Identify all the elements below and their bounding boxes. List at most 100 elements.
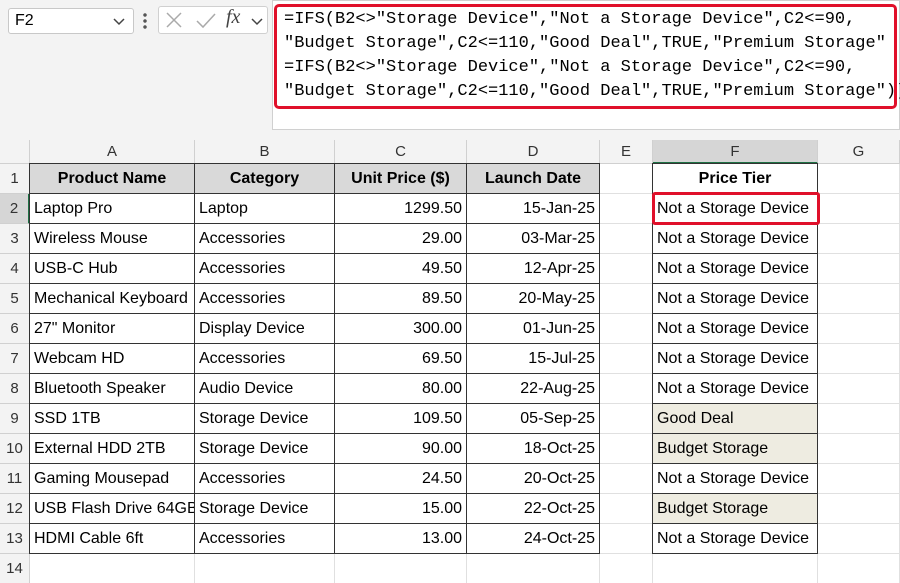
price-tier-cell[interactable]: Not a Storage Device [652,373,818,404]
cell[interactable]: Storage Device [194,493,335,524]
grid-cell[interactable] [195,554,335,583]
cell[interactable]: 69.50 [334,343,467,374]
column-header[interactable]: D [467,140,600,164]
grid-cell[interactable] [600,434,653,464]
cell[interactable]: Accessories [194,283,335,314]
grid-cell[interactable] [600,284,653,314]
fx-button[interactable]: fx [226,6,241,28]
price-tier-cell[interactable]: Budget Storage [652,433,818,464]
cell[interactable]: Wireless Mouse [29,223,195,254]
cell[interactable]: Accessories [194,523,335,554]
row-header[interactable]: 3 [0,224,30,254]
header-cell[interactable]: Category [194,163,335,194]
cell[interactable]: 300.00 [334,313,467,344]
select-all[interactable] [0,140,30,164]
cell[interactable]: 89.50 [334,283,467,314]
cell[interactable]: Laptop [194,193,335,224]
cell[interactable]: 27" Monitor [29,313,195,344]
grid-cell[interactable] [600,404,653,434]
grid-cell[interactable] [335,554,467,583]
grid-cell[interactable] [818,344,900,374]
grid-cell[interactable] [653,554,818,583]
cell[interactable]: 109.50 [334,403,467,434]
column-header[interactable]: C [335,140,467,164]
cell[interactable]: Laptop Pro [29,193,195,224]
grid-cell[interactable] [818,524,900,554]
cell[interactable]: 13.00 [334,523,467,554]
cell[interactable]: 22-Oct-25 [466,493,600,524]
grid-cell[interactable] [600,194,653,224]
column-header[interactable]: G [818,140,900,164]
price-tier-cell[interactable]: Not a Storage Device [652,283,818,314]
cell[interactable]: 12-Apr-25 [466,253,600,284]
cell[interactable]: 01-Jun-25 [466,313,600,344]
cell[interactable]: Accessories [194,253,335,284]
cell[interactable]: USB-C Hub [29,253,195,284]
row-header[interactable]: 2 [0,194,30,224]
cell[interactable]: 15-Jan-25 [466,193,600,224]
cell[interactable]: Accessories [194,223,335,254]
cell[interactable]: 80.00 [334,373,467,404]
cell[interactable]: 05-Sep-25 [466,403,600,434]
dropdown-icon[interactable] [112,14,126,28]
row-header[interactable]: 1 [0,164,30,194]
name-box[interactable]: F2 [8,8,134,34]
row-header[interactable]: 12 [0,494,30,524]
cell[interactable]: HDMI Cable 6ft [29,523,195,554]
row-header[interactable]: 14 [0,554,30,583]
grid-cell[interactable] [600,164,653,194]
row-header[interactable]: 8 [0,374,30,404]
grid-cell[interactable] [818,284,900,314]
cell[interactable]: 24-Oct-25 [466,523,600,554]
grid-cell[interactable] [600,344,653,374]
price-tier-cell[interactable]: Not a Storage Device [652,253,818,284]
grid-cell[interactable] [600,524,653,554]
cell[interactable]: Bluetooth Speaker [29,373,195,404]
cell[interactable]: Webcam HD [29,343,195,374]
cell[interactable]: 24.50 [334,463,467,494]
grid-cell[interactable] [30,554,195,583]
cell[interactable]: 20-Oct-25 [466,463,600,494]
cell[interactable]: 22-Aug-25 [466,373,600,404]
price-tier-cell[interactable]: Not a Storage Device [652,463,818,494]
cell[interactable]: Display Device [194,313,335,344]
row-header[interactable]: 4 [0,254,30,284]
cell[interactable]: 15.00 [334,493,467,524]
price-tier-cell[interactable]: Good Deal [652,403,818,434]
grid-cell[interactable] [818,254,900,284]
grid-cell[interactable] [818,464,900,494]
header-cell[interactable]: Product Name [29,163,195,194]
grid-cell[interactable] [600,494,653,524]
grid-cell[interactable] [600,314,653,344]
cell[interactable]: Gaming Mousepad [29,463,195,494]
grid-cell[interactable] [818,434,900,464]
cell[interactable]: Accessories [194,343,335,374]
header-cell[interactable]: Unit Price ($) [334,163,467,194]
cell[interactable]: 90.00 [334,433,467,464]
grid-cell[interactable] [818,164,900,194]
cell[interactable]: USB Flash Drive 64GB [29,493,195,524]
row-header[interactable]: 13 [0,524,30,554]
cell[interactable]: Accessories [194,463,335,494]
cell[interactable]: Mechanical Keyboard [29,283,195,314]
row-header[interactable]: 6 [0,314,30,344]
header-cell[interactable]: Launch Date [466,163,600,194]
grid-cell[interactable] [818,224,900,254]
grid-cell[interactable] [818,494,900,524]
grid-cell[interactable] [467,554,600,583]
grid-cell[interactable] [600,554,653,583]
cell[interactable]: 1299.50 [334,193,467,224]
header-cell[interactable]: Price Tier [652,163,818,194]
price-tier-cell[interactable]: Not a Storage Device [652,523,818,554]
price-tier-cell[interactable]: Not a Storage Device [652,223,818,254]
cancel-enter-icons[interactable] [165,11,225,31]
cell[interactable]: Storage Device [194,433,335,464]
row-header[interactable]: 7 [0,344,30,374]
price-tier-cell[interactable]: Not a Storage Device [652,313,818,344]
row-header[interactable]: 5 [0,284,30,314]
price-tier-cell[interactable]: Not a Storage Device [652,343,818,374]
grid-cell[interactable] [600,224,653,254]
grid-cell[interactable] [818,554,900,583]
grid-cell[interactable] [600,374,653,404]
cell[interactable]: 49.50 [334,253,467,284]
